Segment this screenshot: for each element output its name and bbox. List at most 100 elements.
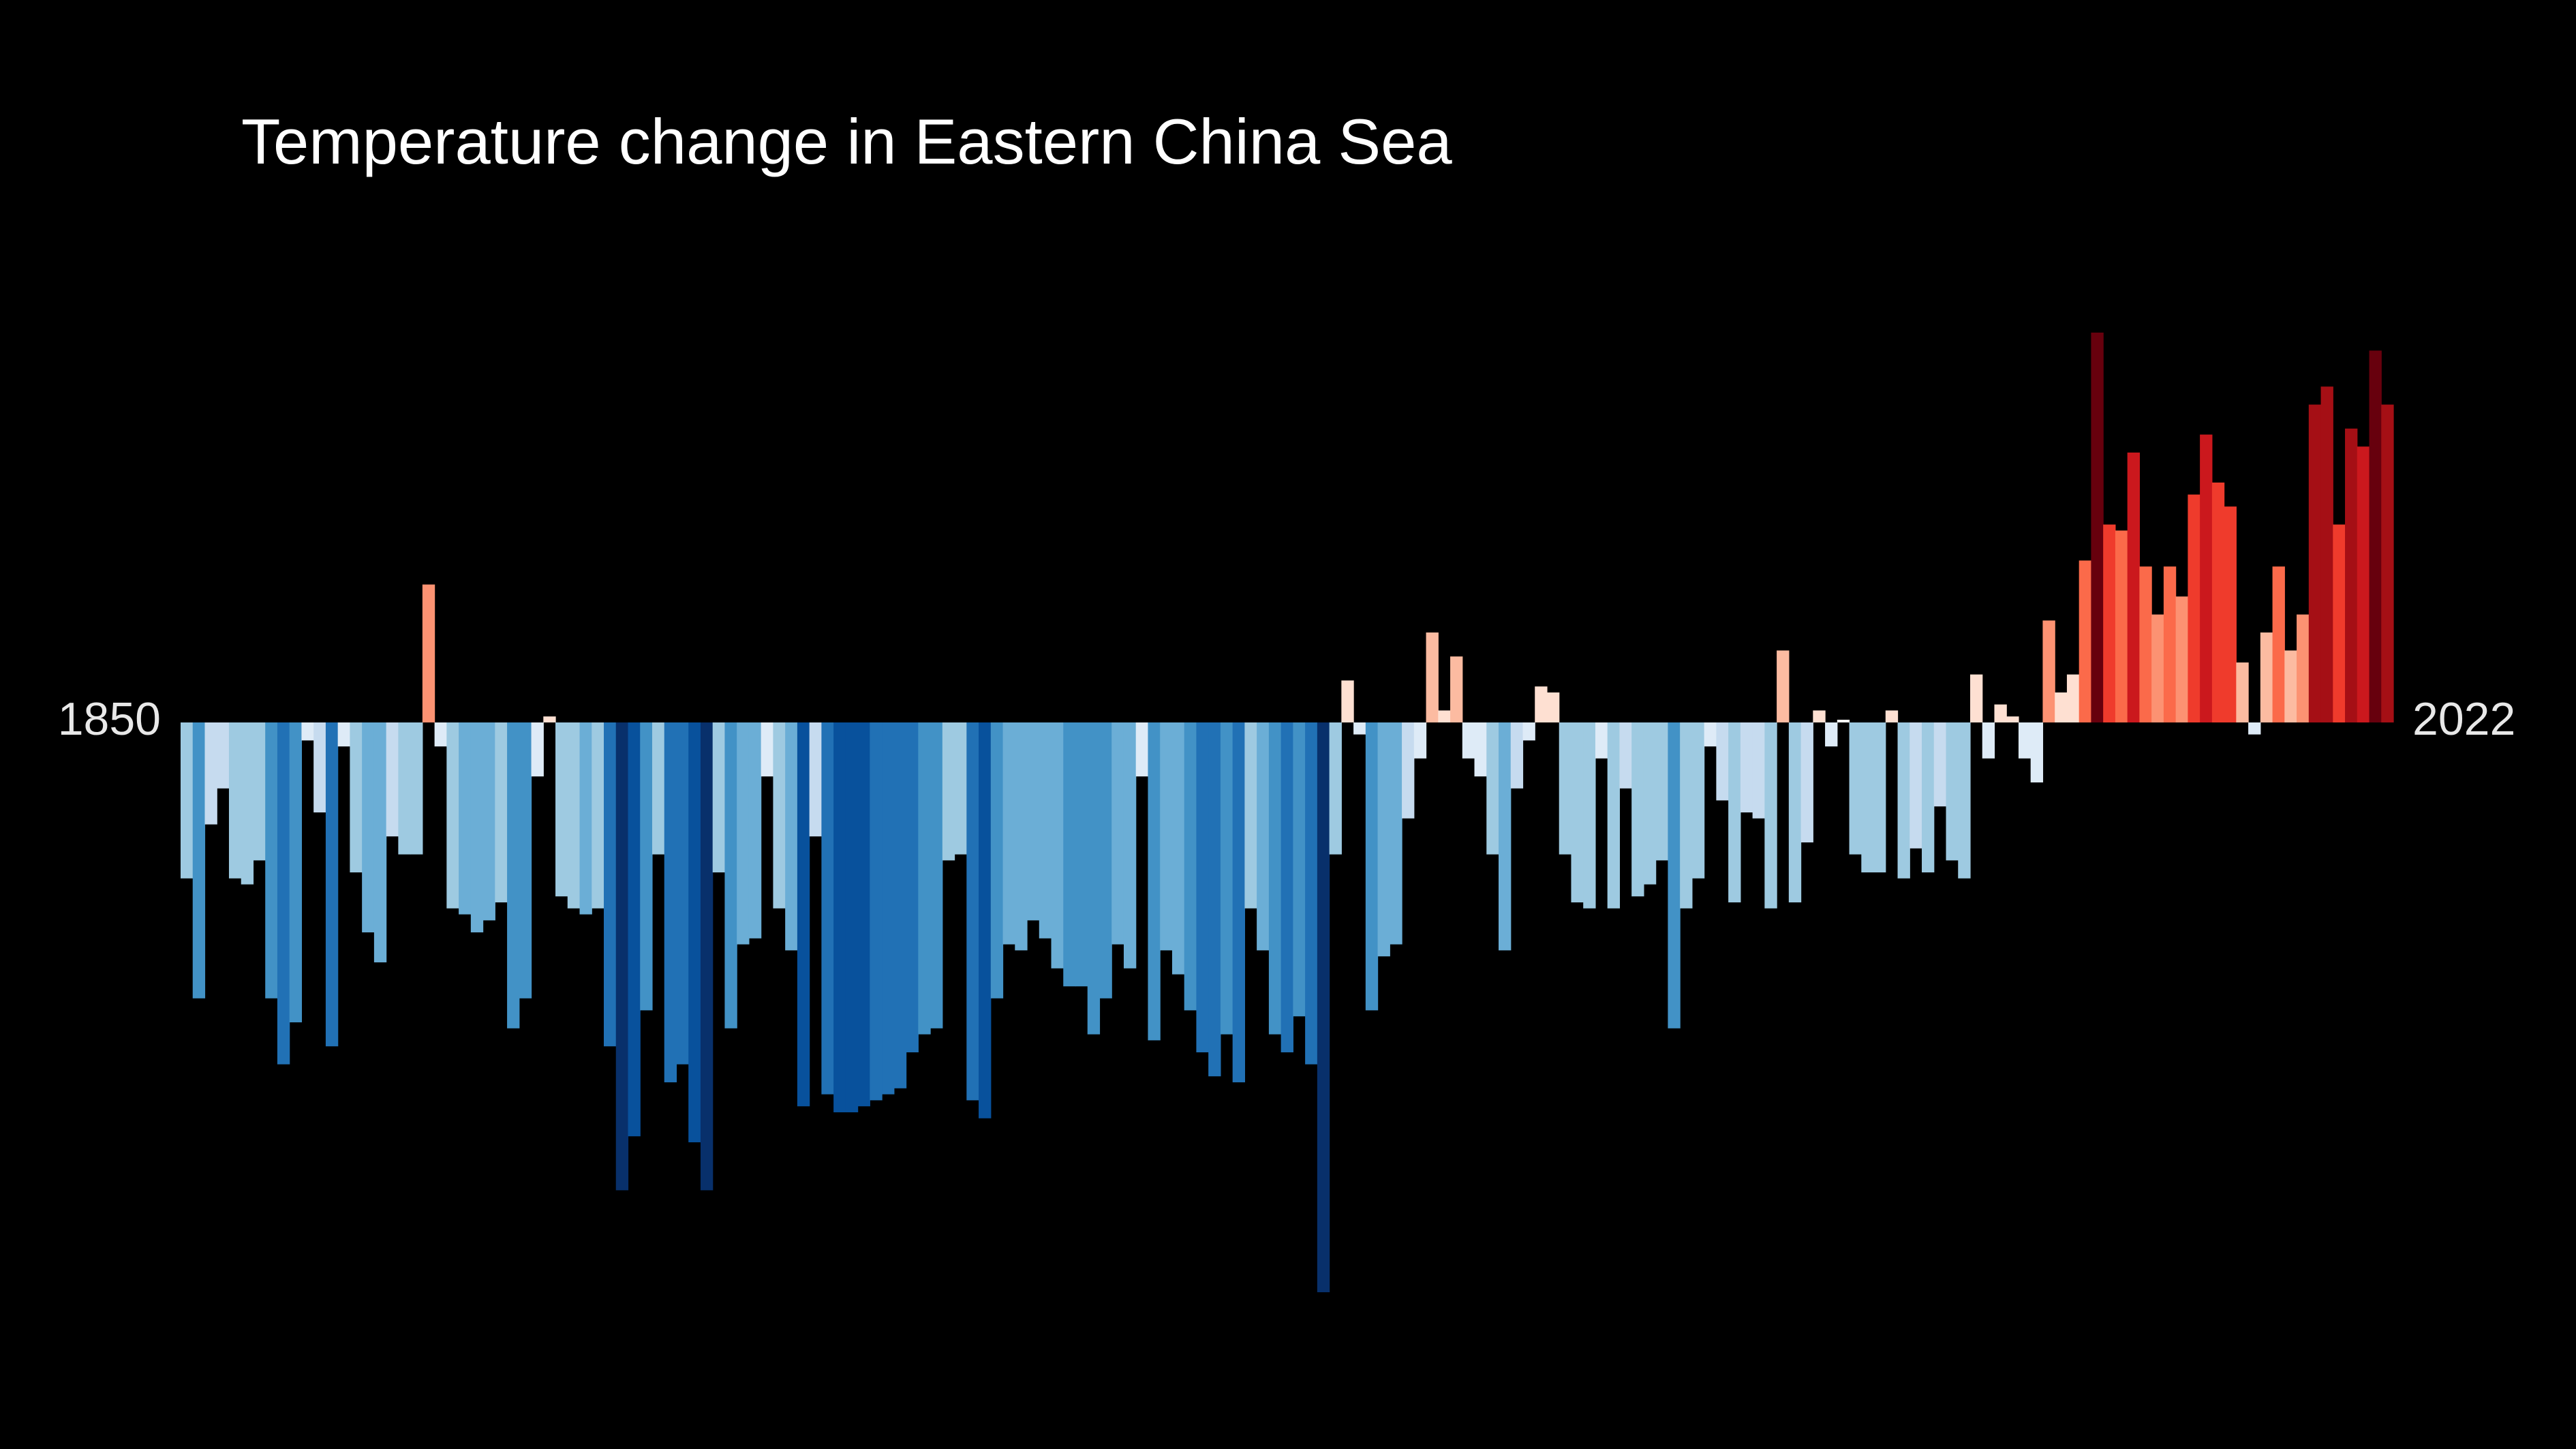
bar-1882 <box>567 722 581 909</box>
bar-1862 <box>325 722 339 1047</box>
bar-1890 <box>664 722 677 1082</box>
bar-1966 <box>1583 722 1596 909</box>
bar-1927 <box>1111 722 1124 945</box>
bar-1857 <box>265 722 278 998</box>
start-year-label: 1850 <box>58 693 161 745</box>
bar-1935 <box>1208 722 1221 1077</box>
bar-1961 <box>1522 722 1535 741</box>
bar-1878 <box>519 722 532 998</box>
bar-1858 <box>277 722 290 1065</box>
bar-1879 <box>531 722 544 777</box>
bar-1915 <box>966 722 979 1101</box>
bar-2009 <box>2103 524 2116 722</box>
bar-2027 <box>2320 386 2333 722</box>
bar-2026 <box>2308 404 2322 722</box>
bar-1948 <box>1365 722 1379 1011</box>
bar-1999 <box>1982 722 1995 759</box>
bar-1928 <box>1123 722 1137 968</box>
bar-1993 <box>1910 722 1922 849</box>
bar-1946 <box>1341 680 1354 722</box>
bar-1930 <box>1148 722 1161 1041</box>
bar-1996 <box>1946 722 1959 861</box>
bar-1967 <box>1595 722 1608 759</box>
bar-1936 <box>1220 722 1233 1035</box>
bar-1963 <box>1546 692 1560 722</box>
bar-1939 <box>1257 722 1270 951</box>
bar-1964 <box>1559 722 1572 855</box>
bar-1910 <box>906 722 919 1052</box>
bar-1917 <box>990 722 1004 998</box>
bar-1990 <box>1873 722 1886 872</box>
bar-1980 <box>1752 722 1765 819</box>
bar-2032 <box>2381 404 2394 722</box>
bar-1979 <box>1740 722 1753 812</box>
bar-1988 <box>1849 722 1862 855</box>
bar-2022 <box>2260 632 2273 722</box>
bar-1889 <box>651 722 665 855</box>
bar-1975 <box>1691 722 1705 879</box>
bar-1983 <box>1788 722 1802 902</box>
bar-1887 <box>628 722 641 1137</box>
bar-1978 <box>1728 722 1741 902</box>
bar-1876 <box>495 722 508 902</box>
bar-2015 <box>2175 596 2188 722</box>
bar-2023 <box>2272 566 2285 722</box>
bar-1918 <box>1002 722 1015 945</box>
bar-1916 <box>979 722 992 1118</box>
bar-1851 <box>192 722 206 998</box>
bar-1994 <box>1922 722 1935 872</box>
bar-1906 <box>857 722 870 1107</box>
bar-1856 <box>253 722 266 861</box>
bar-1905 <box>845 722 859 1112</box>
bar-1934 <box>1196 722 1209 1052</box>
bar-2004 <box>2042 620 2055 722</box>
bar-1989 <box>1861 722 1874 872</box>
bar-1869 <box>410 722 423 855</box>
bar-1968 <box>1607 722 1621 909</box>
bar-1895 <box>724 722 737 1028</box>
bar-2031 <box>2369 350 2382 722</box>
bar-1852 <box>204 722 217 825</box>
bar-1855 <box>241 722 254 885</box>
bar-1909 <box>893 722 907 1088</box>
bar-1870 <box>422 584 435 722</box>
bar-1982 <box>1777 650 1790 722</box>
bar-1880 <box>543 716 556 722</box>
bar-1973 <box>1668 722 1681 1028</box>
bar-1987 <box>1837 720 1850 722</box>
bar-2021 <box>2248 722 2261 735</box>
bar-1953 <box>1426 632 1439 722</box>
bar-1888 <box>640 722 653 1011</box>
bar-1955 <box>1450 656 1463 722</box>
bar-1924 <box>1075 722 1088 987</box>
bar-1868 <box>398 722 411 855</box>
bar-1938 <box>1244 722 1257 909</box>
bar-1885 <box>604 722 617 1047</box>
bar-1951 <box>1402 722 1415 819</box>
bar-1875 <box>482 722 495 921</box>
bar-1971 <box>1643 722 1657 885</box>
bar-1883 <box>579 722 592 915</box>
bar-2011 <box>2127 453 2140 722</box>
bar-1871 <box>434 722 447 747</box>
bar-1891 <box>676 722 689 1065</box>
bar-1919 <box>1015 722 1028 951</box>
bars-group <box>181 333 2394 1292</box>
bar-1901 <box>797 722 810 1107</box>
bar-1932 <box>1171 722 1185 975</box>
bar-1962 <box>1535 686 1548 722</box>
bar-1922 <box>1051 722 1064 968</box>
bar-1877 <box>507 722 520 1028</box>
bar-2012 <box>2139 566 2152 722</box>
bar-1925 <box>1087 722 1101 1035</box>
bar-1950 <box>1390 722 1402 945</box>
bar-1931 <box>1160 722 1173 951</box>
bar-1914 <box>954 722 967 855</box>
bar-2013 <box>2151 614 2164 722</box>
bar-2020 <box>2236 662 2249 722</box>
bar-2017 <box>2200 434 2213 722</box>
bar-1942 <box>1293 722 1306 1017</box>
bar-1902 <box>809 722 822 837</box>
bar-1937 <box>1232 722 1245 1082</box>
